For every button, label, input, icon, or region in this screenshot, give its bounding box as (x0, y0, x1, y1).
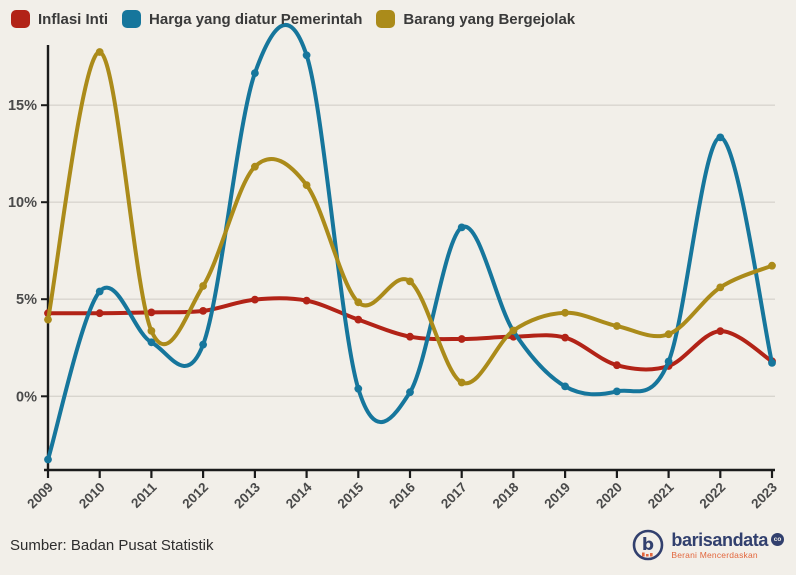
source-note: Sumber: Badan Pusat Statistik (10, 537, 214, 554)
inflation-line-chart: 0% 5% 10% 15% 2009 2010 2011 2012 2013 2014 2015 20… (8, 23, 780, 512)
legend-item-inflasi-inti: Inflasi Inti (11, 10, 108, 28)
svg-text:2015: 2015 (335, 479, 367, 511)
svg-text:b: b (642, 535, 654, 555)
legend-label: Inflasi Inti (38, 10, 109, 28)
legend-label: Harga yang diatur Pemerintah (149, 10, 363, 28)
svg-text:2017: 2017 (438, 480, 470, 512)
logo-tagline: Berani Mencerdaskan (671, 549, 758, 560)
svg-text:5%: 5% (16, 292, 37, 308)
svg-text:2021: 2021 (645, 479, 677, 511)
svg-text:2023: 2023 (748, 479, 780, 511)
svg-text:0%: 0% (16, 389, 37, 405)
logo-co-badge: co (771, 533, 784, 547)
legend-label: Barang yang Bergejolak (403, 10, 576, 28)
svg-text:15%: 15% (8, 98, 37, 114)
chart-legend: Inflasi Inti Harga yang diatur Pemerinta… (11, 10, 575, 28)
legend-swatch-red (11, 10, 30, 28)
legend-item-barang-bergejolak: Barang yang Bergejolak (376, 10, 575, 28)
logo-text: barisandata co Berani Mencerdaskan (671, 531, 784, 560)
svg-text:10%: 10% (8, 195, 37, 211)
svg-text:2011: 2011 (128, 479, 160, 511)
svg-text:2016: 2016 (386, 479, 418, 511)
svg-text:2018: 2018 (490, 479, 522, 511)
svg-text:2019: 2019 (541, 480, 573, 512)
svg-text:2012: 2012 (179, 480, 211, 512)
svg-text:2020: 2020 (593, 480, 625, 512)
legend-item-harga-diatur-pemerintah: Harga yang diatur Pemerintah (122, 10, 362, 28)
legend-swatch-teal (122, 10, 142, 28)
svg-text:2009: 2009 (24, 480, 56, 512)
svg-text:2022: 2022 (697, 480, 729, 512)
legend-swatch-gold (376, 10, 396, 28)
svg-text:2010: 2010 (76, 480, 108, 512)
svg-text:2014: 2014 (283, 479, 315, 511)
svg-text:2013: 2013 (231, 479, 263, 511)
barisandata-logo: b barisandata co Berani Mencerdaskan (630, 527, 784, 563)
logo-brand-text: barisandata (671, 529, 768, 550)
barisandata-logo-icon: b (633, 529, 664, 561)
